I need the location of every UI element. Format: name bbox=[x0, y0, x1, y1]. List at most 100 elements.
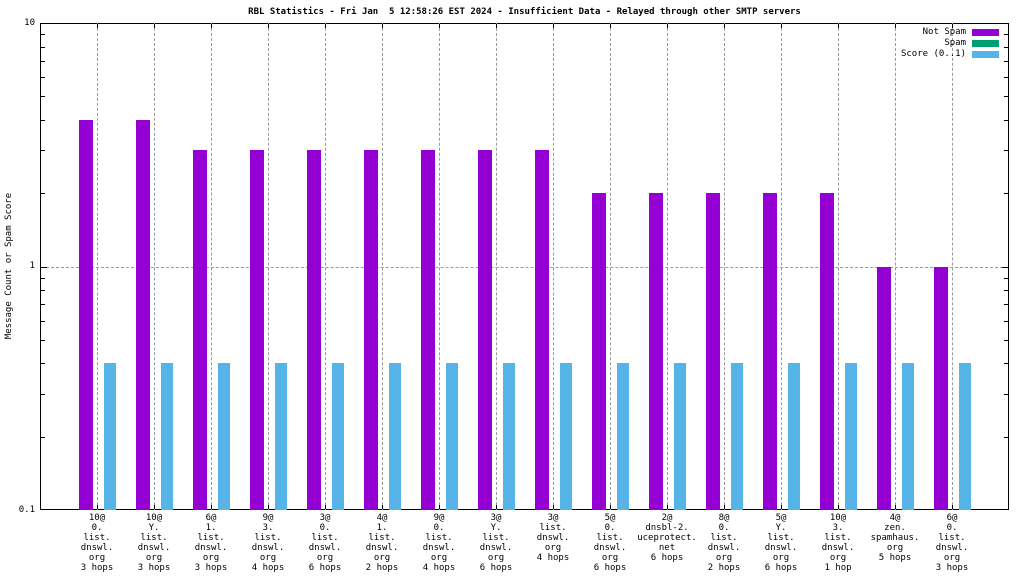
y-tick-minor bbox=[1004, 120, 1008, 121]
bar-not-spam bbox=[478, 150, 492, 510]
x-tick-bottom bbox=[838, 505, 839, 509]
x-tick-label: 3@ list. dnswl. org 4 hops bbox=[536, 513, 570, 563]
bar-not-spam bbox=[706, 193, 720, 510]
x-tick-bottom bbox=[553, 505, 554, 509]
bar-score-0-1- bbox=[104, 363, 116, 510]
y-tick-minor bbox=[1004, 61, 1008, 62]
y-tick-label-10: 10 bbox=[24, 18, 35, 28]
legend-swatch-not-spam bbox=[972, 29, 999, 36]
y-tick-minor bbox=[1004, 96, 1008, 97]
legend-item-spam: Spam bbox=[944, 39, 999, 48]
x-tick-label: 10@ Y. list. dnswl. org 3 hops bbox=[137, 513, 171, 573]
x-tick-bottom bbox=[268, 505, 269, 509]
bar-not-spam bbox=[79, 119, 93, 510]
y-tick-major bbox=[41, 267, 47, 268]
x-tick-label: 10@ 0. list. dnswl. org 3 hops bbox=[80, 513, 114, 573]
y-tick-minor bbox=[1004, 34, 1008, 35]
y-tick-minor bbox=[41, 394, 45, 395]
bar-not-spam bbox=[535, 150, 549, 510]
bar-not-spam bbox=[592, 193, 606, 510]
x-tick-label: 6@ 0. list. dnswl. org 3 hops bbox=[935, 513, 969, 573]
legend-label-spam: Spam bbox=[944, 38, 966, 48]
bar-score-0-1- bbox=[959, 363, 971, 510]
x-tick-top bbox=[382, 24, 383, 28]
v-gridline bbox=[325, 23, 326, 510]
y-tick-minor bbox=[41, 193, 45, 194]
legend-label-not-spam: Not Spam bbox=[922, 27, 966, 37]
bar-not-spam bbox=[364, 150, 378, 510]
y-tick-minor bbox=[1004, 193, 1008, 194]
y-tick-minor bbox=[41, 47, 45, 48]
v-gridline bbox=[268, 23, 269, 510]
x-tick-label: 4@ 1. list. dnswl. org 2 hops bbox=[365, 513, 399, 573]
plot-area-border bbox=[40, 23, 1009, 510]
x-tick-label: 4@ zen. spamhaus. org 5 hops bbox=[870, 513, 920, 563]
x-tick-top bbox=[610, 24, 611, 28]
bar-score-0-1- bbox=[389, 363, 401, 510]
y-tick-label-0p1: 0.1 bbox=[18, 505, 35, 515]
y-tick-minor bbox=[41, 150, 45, 151]
x-tick-bottom bbox=[667, 505, 668, 509]
x-tick-bottom bbox=[211, 505, 212, 509]
y-tick-minor bbox=[1004, 304, 1008, 305]
x-tick-top bbox=[952, 24, 953, 28]
chart-title: RBL Statistics - Fri Jan 5 12:58:26 EST … bbox=[248, 7, 801, 17]
bar-score-0-1- bbox=[446, 363, 458, 510]
y-tick-minor bbox=[1004, 363, 1008, 364]
y-tick-minor bbox=[41, 77, 45, 78]
v-gridline bbox=[838, 23, 839, 510]
legend-item-score: Score (0..1) bbox=[901, 50, 999, 59]
x-tick-label: 8@ 0. list. dnswl. org 2 hops bbox=[707, 513, 741, 573]
x-tick-top bbox=[268, 24, 269, 28]
x-tick-top bbox=[97, 24, 98, 28]
x-tick-top bbox=[211, 24, 212, 28]
y-tick-minor bbox=[1004, 47, 1008, 48]
legend-swatch-score bbox=[972, 51, 999, 58]
x-tick-bottom bbox=[952, 505, 953, 509]
x-tick-bottom bbox=[325, 505, 326, 509]
y-tick-minor bbox=[41, 96, 45, 97]
y-tick-minor bbox=[41, 321, 45, 322]
v-gridline bbox=[496, 23, 497, 510]
v-gridline bbox=[781, 23, 782, 510]
y-tick-major bbox=[1002, 267, 1008, 268]
bar-score-0-1- bbox=[674, 363, 686, 510]
bar-score-0-1- bbox=[275, 363, 287, 510]
x-tick-bottom bbox=[895, 505, 896, 509]
v-gridline bbox=[154, 23, 155, 510]
y-tick-minor bbox=[41, 120, 45, 121]
y-tick-minor bbox=[1004, 290, 1008, 291]
y-tick-minor bbox=[41, 278, 45, 279]
x-tick-bottom bbox=[724, 505, 725, 509]
bar-not-spam bbox=[649, 193, 663, 510]
v-gridline bbox=[667, 23, 668, 510]
x-tick-top bbox=[553, 24, 554, 28]
bar-score-0-1- bbox=[560, 363, 572, 510]
x-tick-label: 3@ Y. list. dnswl. org 6 hops bbox=[479, 513, 513, 573]
x-tick-top bbox=[724, 24, 725, 28]
legend-item-not-spam: Not Spam bbox=[923, 28, 999, 37]
bar-not-spam bbox=[877, 266, 891, 510]
y-tick-minor bbox=[41, 304, 45, 305]
v-gridline bbox=[610, 23, 611, 510]
x-tick-top bbox=[496, 24, 497, 28]
bar-not-spam bbox=[421, 150, 435, 510]
x-tick-bottom bbox=[97, 505, 98, 509]
x-tick-label: 2@ dnsbl-2. uceprotect. net 6 hops bbox=[637, 513, 697, 563]
y-tick-label-1: 1 bbox=[29, 261, 35, 271]
v-gridline bbox=[895, 23, 896, 510]
v-gridline bbox=[724, 23, 725, 510]
v-gridline bbox=[97, 23, 98, 510]
bar-not-spam bbox=[934, 266, 948, 510]
y-tick-minor bbox=[41, 363, 45, 364]
y-tick-minor bbox=[1004, 77, 1008, 78]
bar-score-0-1- bbox=[902, 363, 914, 510]
x-tick-top bbox=[439, 24, 440, 28]
bar-not-spam bbox=[307, 150, 321, 510]
bar-not-spam bbox=[820, 193, 834, 510]
v-gridline bbox=[553, 23, 554, 510]
x-tick-top bbox=[154, 24, 155, 28]
y-tick-minor bbox=[41, 61, 45, 62]
bar-not-spam bbox=[250, 150, 264, 510]
bar-not-spam bbox=[136, 119, 150, 510]
